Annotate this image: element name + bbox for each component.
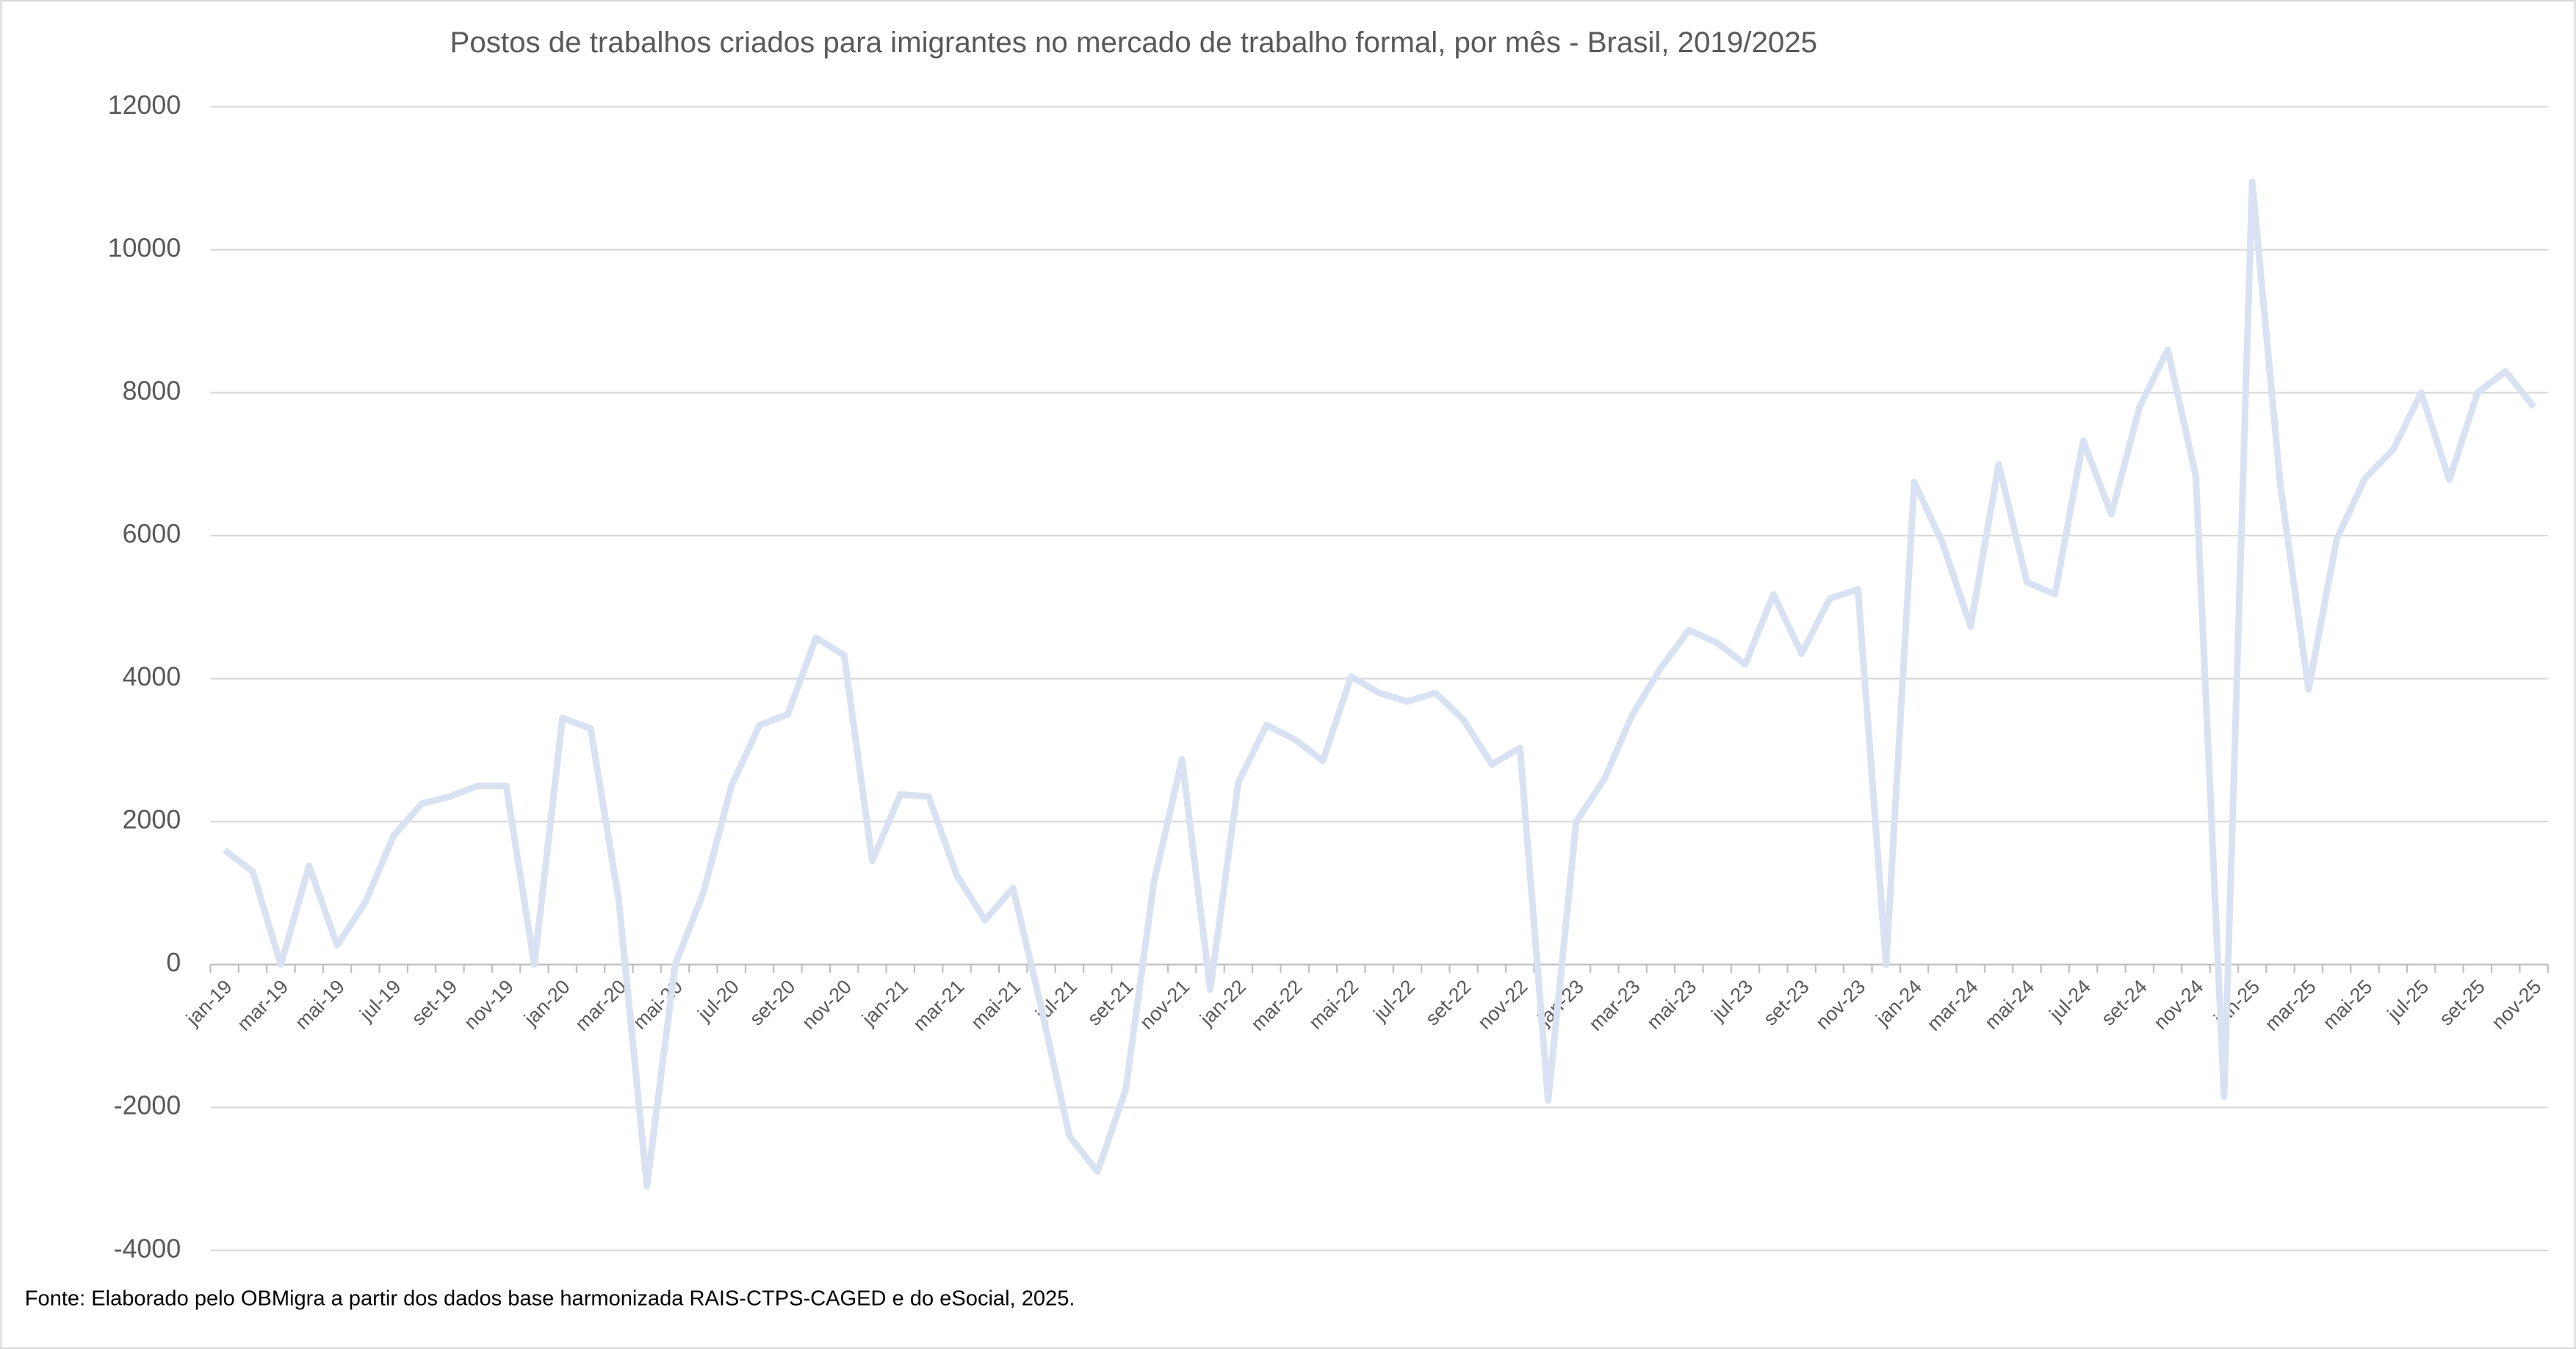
- y-tick-label: 10000: [108, 233, 181, 262]
- y-tick-label: 6000: [123, 519, 181, 548]
- y-tick-label: 8000: [123, 376, 181, 406]
- y-tick-label: -2000: [114, 1091, 181, 1120]
- source-note: Fonte: Elaborado pelo OBMigra a partir d…: [25, 1287, 1075, 1311]
- y-tick-label: 4000: [123, 662, 181, 691]
- data-line: [222, 179, 2537, 1190]
- chart-title: Postos de trabalhos criados para imigran…: [450, 26, 1817, 59]
- y-tick-label: 0: [166, 948, 181, 977]
- y-tick-label: -4000: [114, 1234, 181, 1263]
- y-tick-label: 2000: [123, 805, 181, 835]
- y-tick-label: 12000: [108, 90, 181, 120]
